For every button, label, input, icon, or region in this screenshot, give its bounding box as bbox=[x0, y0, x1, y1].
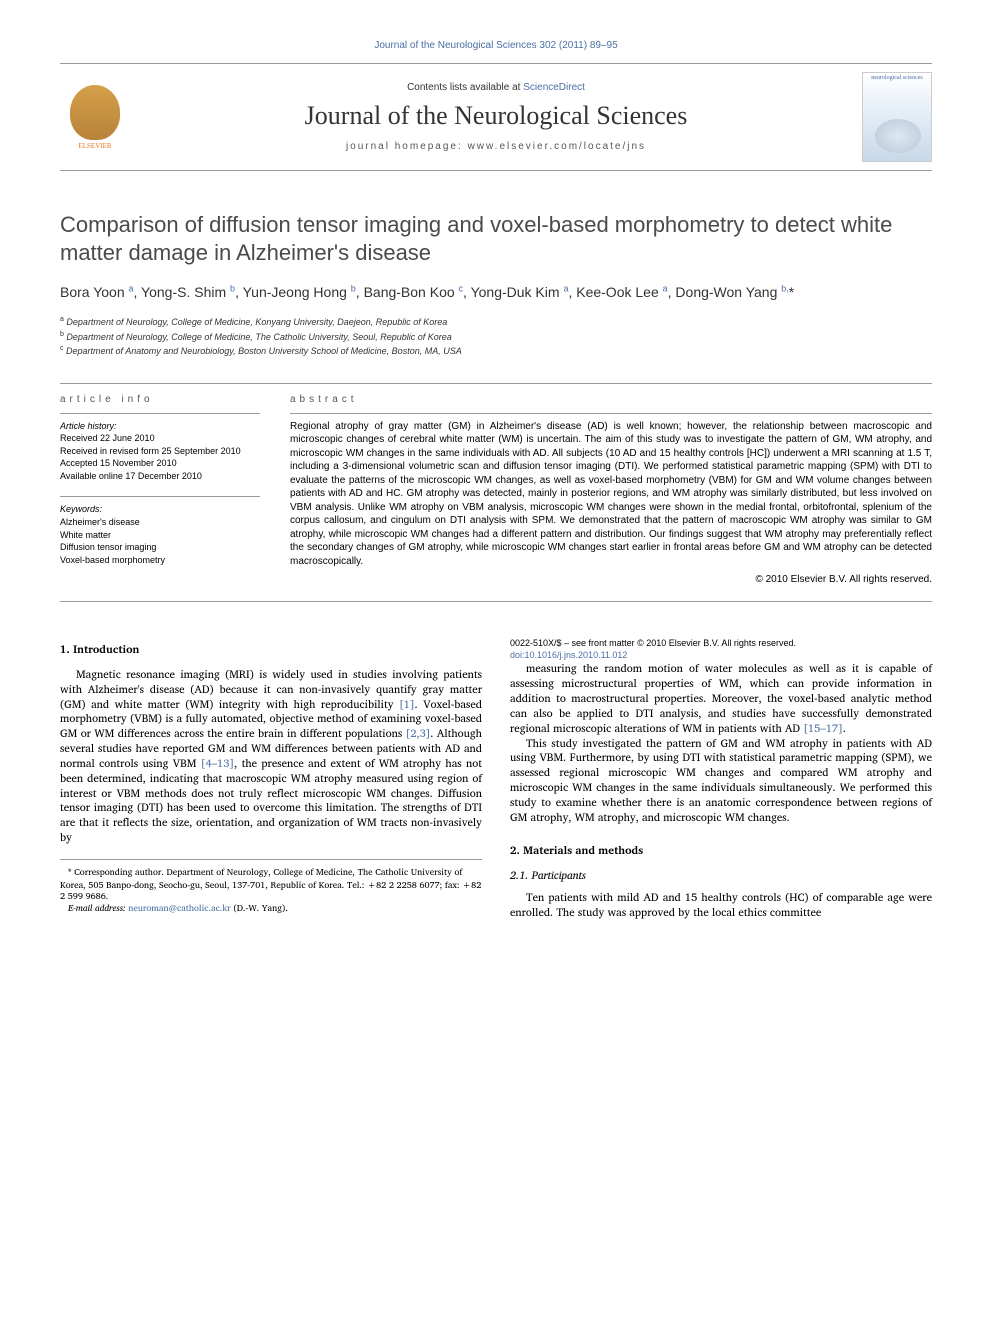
subsection-heading-participants: 2.1. Participants bbox=[510, 868, 932, 883]
accepted-date: Accepted 15 November 2010 bbox=[60, 457, 260, 470]
keyword: Diffusion tensor imaging bbox=[60, 541, 260, 554]
journal-homepage: journal homepage: www.elsevier.com/locat… bbox=[130, 141, 862, 152]
keyword: Voxel-based morphometry bbox=[60, 554, 260, 567]
history-label: Article history: bbox=[60, 420, 260, 433]
journal-name: Journal of the Neurological Sciences bbox=[130, 101, 862, 131]
paragraph: Magnetic resonance imaging (MRI) is wide… bbox=[60, 667, 482, 845]
citation-link[interactable]: [4–13] bbox=[201, 754, 234, 772]
corresponding-footnote: * Corresponding author. Department of Ne… bbox=[60, 859, 482, 914]
paragraph: This study investigated the pattern of G… bbox=[510, 736, 932, 825]
online-date: Available online 17 December 2010 bbox=[60, 470, 260, 483]
affiliations: a Department of Neurology, College of Me… bbox=[60, 315, 932, 359]
paragraph: measuring the random motion of water mol… bbox=[510, 661, 932, 735]
divider bbox=[60, 601, 932, 602]
sciencedirect-link[interactable]: ScienceDirect bbox=[523, 82, 585, 93]
section-heading-introduction: 1. Introduction bbox=[60, 642, 482, 657]
body-text: 1. Introduction Magnetic resonance imagi… bbox=[60, 638, 932, 923]
abstract-text: Regional atrophy of gray matter (GM) in … bbox=[290, 420, 932, 569]
section-heading-methods: 2. Materials and methods bbox=[510, 843, 932, 858]
abstract-heading: abstract bbox=[290, 394, 932, 405]
abstract-copyright: © 2010 Elsevier B.V. All rights reserved… bbox=[290, 574, 932, 585]
article-info-block: article info Article history: Received 2… bbox=[60, 394, 260, 586]
elsevier-logo: ELSEVIER bbox=[60, 77, 130, 157]
citation-link[interactable]: [2,3] bbox=[406, 724, 431, 742]
article-info-heading: article info bbox=[60, 394, 260, 405]
divider bbox=[60, 383, 932, 384]
contents-available: Contents lists available at ScienceDirec… bbox=[130, 82, 862, 93]
keyword: Alzheimer's disease bbox=[60, 516, 260, 529]
abstract-block: abstract Regional atrophy of gray matter… bbox=[290, 394, 932, 586]
doi-link[interactable]: doi:10.1016/j.jns.2010.11.012 bbox=[510, 650, 627, 660]
paragraph: Ten patients with mild AD and 15 healthy… bbox=[510, 890, 932, 920]
citation-header: Journal of the Neurological Sciences 302… bbox=[60, 40, 932, 51]
article-title: Comparison of diffusion tensor imaging a… bbox=[60, 211, 932, 266]
keywords-label: Keywords: bbox=[60, 503, 260, 516]
received-date: Received 22 June 2010 bbox=[60, 432, 260, 445]
keyword: White matter bbox=[60, 529, 260, 542]
email-link[interactable]: neuroman@catholic.ac.kr bbox=[128, 900, 230, 915]
journal-cover-thumbnail: neurological sciences bbox=[862, 72, 932, 162]
journal-header: ELSEVIER Contents lists available at Sci… bbox=[60, 63, 932, 171]
author-list: Bora Yoon a, Yong-S. Shim b, Yun-Jeong H… bbox=[60, 282, 932, 303]
publication-meta: 0022-510X/$ – see front matter © 2010 El… bbox=[510, 638, 932, 661]
revised-date: Received in revised form 25 September 20… bbox=[60, 445, 260, 458]
citation-link[interactable]: [1] bbox=[399, 695, 415, 713]
